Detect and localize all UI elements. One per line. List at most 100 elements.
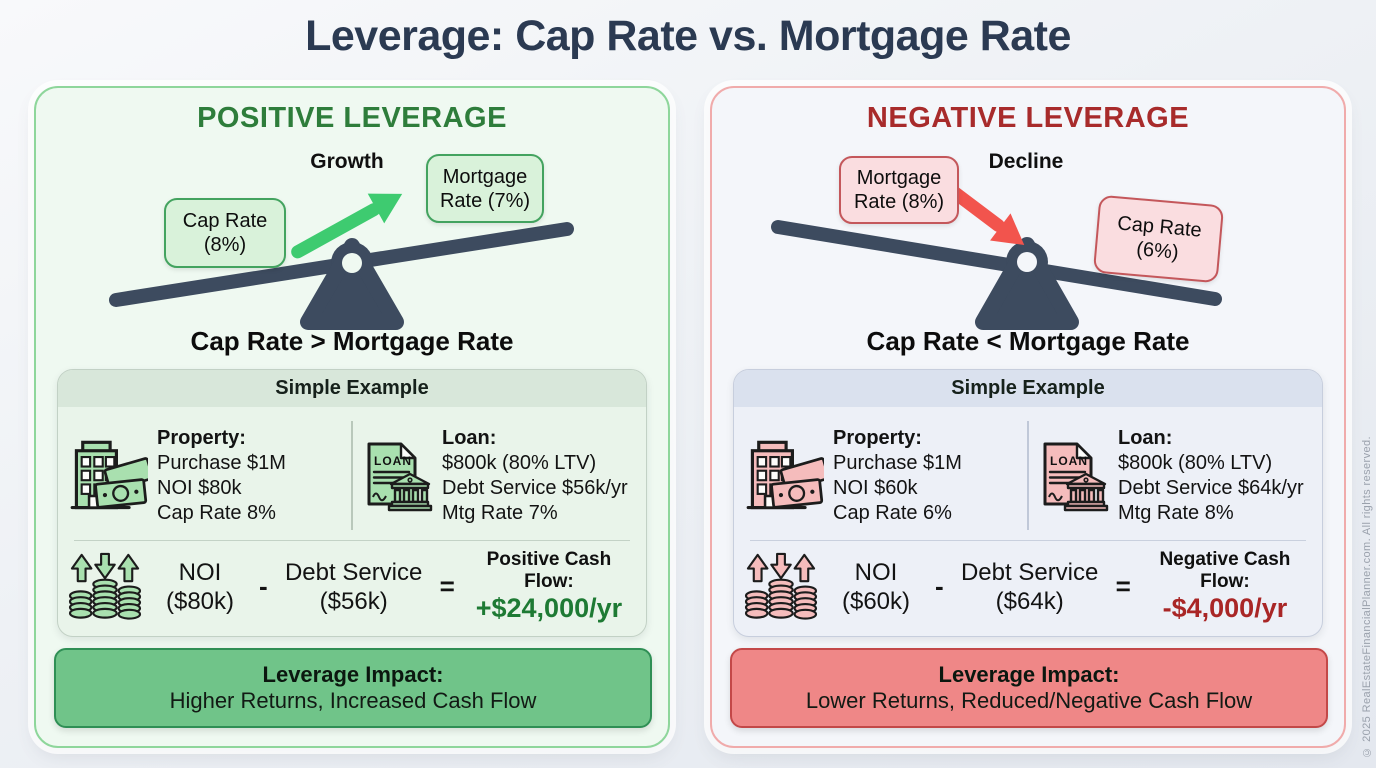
loan-document-icon: LOAN bbox=[367, 442, 433, 511]
loan-title: Loan: bbox=[1118, 426, 1173, 449]
property-line: Purchase $1M bbox=[833, 451, 962, 474]
seesaw-beam bbox=[771, 220, 1222, 306]
cash-flow-formula: NOI ($80k) - Debt Service ($56k) = Posit… bbox=[58, 541, 646, 636]
example-details: Property: Purchase $1M NOI $80k Cap Rate… bbox=[58, 407, 646, 540]
cash-flow-result-value: -$4,000/yr bbox=[1162, 593, 1288, 623]
loan-doc-label: LOAN bbox=[374, 454, 412, 468]
negative-panel-title: NEGATIVE LEVERAGE bbox=[866, 102, 1190, 134]
noi-operand: NOI ($80k) bbox=[148, 558, 252, 616]
cash-flow-result-label: Positive Cash Flow: bbox=[486, 549, 612, 592]
seesaw-fulcrum bbox=[300, 238, 404, 330]
column-divider bbox=[1027, 421, 1029, 530]
property-line: Cap Rate 8% bbox=[157, 501, 276, 524]
loan-line: Mtg Rate 7% bbox=[442, 501, 558, 524]
seesaw-fulcrum-hole bbox=[1017, 252, 1037, 272]
debt-service-operand: Debt Service ($64k) bbox=[951, 558, 1109, 616]
property-title: Property: bbox=[157, 426, 246, 449]
impact-title: Leverage Impact: bbox=[938, 662, 1120, 687]
loan-details: Loan: $800k (80% LTV) Debt Service $56k/… bbox=[442, 426, 628, 526]
cash-flow-result: Positive Cash Flow: +$24,000/yr bbox=[462, 549, 636, 624]
loan-details: Loan: $800k (80% LTV) Debt Service $64k/… bbox=[1118, 426, 1304, 526]
mortgage-rate-value: Rate (8%) bbox=[853, 191, 945, 213]
seesaw-fulcrum-hole bbox=[342, 253, 362, 273]
loan-title: Loan: bbox=[442, 426, 497, 449]
row-divider bbox=[74, 540, 630, 541]
loan-line: Debt Service $56k/yr bbox=[442, 476, 628, 499]
positive-seesaw-graphic bbox=[109, 193, 574, 330]
loan-column: LOAN Loan: $800k (80% LTV) bbox=[1029, 426, 1316, 526]
comparison-statement: Cap Rate < Mortgage Rate bbox=[866, 326, 1190, 356]
cash-flow-result: Negative Cash Flow: -$4,000/yr bbox=[1138, 549, 1312, 624]
cap-rate-box: Cap Rate (8%) bbox=[164, 198, 286, 268]
debt-service-label: Debt Service bbox=[960, 558, 1099, 586]
mortgage-rate-label: Mortgage bbox=[856, 167, 942, 189]
example-card: Simple Example bbox=[57, 369, 647, 637]
positive-leverage-panel: POSITIVE LEVERAGE Cap Rate (8%) Growth M… bbox=[34, 86, 670, 748]
noi-value: ($80k) bbox=[165, 587, 235, 615]
impact-title: Leverage Impact: bbox=[262, 662, 444, 687]
leverage-impact-bar: Leverage Impact: Higher Returns, Increas… bbox=[54, 648, 652, 728]
trend-label: Decline bbox=[988, 150, 1064, 173]
cap-rate-label: Cap Rate bbox=[1116, 212, 1203, 242]
property-column: Property: Purchase $1M NOI $80k Cap Rate… bbox=[64, 426, 351, 526]
example-card: Simple Example bbox=[733, 369, 1323, 637]
debt-service-operand: Debt Service ($56k) bbox=[275, 558, 433, 616]
cash-flow-result-label: Negative Cash Flow: bbox=[1159, 549, 1291, 592]
equals-operator: = bbox=[439, 571, 455, 601]
loan-column: LOAN Loan: $800k (80% LTV) bbox=[353, 426, 640, 526]
example-card-title: Simple Example bbox=[734, 370, 1322, 407]
page-title: Leverage: Cap Rate vs. Mortgage Rate bbox=[305, 12, 1071, 60]
loan-document-icon: LOAN bbox=[1043, 442, 1109, 511]
noi-label: NOI bbox=[854, 558, 898, 586]
property-line: NOI $60k bbox=[833, 476, 918, 499]
leverage-impact-bar: Leverage Impact: Lower Returns, Reduced/… bbox=[730, 648, 1328, 728]
equals-operator: = bbox=[1115, 571, 1131, 601]
cap-rate-label: Cap Rate bbox=[182, 210, 268, 232]
negative-seesaw-graphic bbox=[771, 171, 1222, 330]
seesaw-fulcrum bbox=[975, 237, 1079, 330]
property-column: Property: Purchase $1M NOI $60k Cap Rate… bbox=[740, 426, 1027, 526]
minus-operator: - bbox=[935, 571, 944, 601]
property-details: Property: Purchase $1M NOI $60k Cap Rate… bbox=[833, 426, 962, 526]
debt-service-label: Debt Service bbox=[284, 558, 423, 586]
loan-line: $800k (80% LTV) bbox=[1118, 451, 1273, 474]
noi-value: ($60k) bbox=[841, 587, 911, 615]
example-card-title: Simple Example bbox=[58, 370, 646, 407]
cap-rate-value: (6%) bbox=[1135, 238, 1180, 264]
example-details: Property: Purchase $1M NOI $60k Cap Rate… bbox=[734, 407, 1322, 540]
property-line: NOI $80k bbox=[157, 476, 242, 499]
cap-rate-box: Cap Rate (6%) bbox=[1092, 194, 1225, 284]
growth-arrow-icon bbox=[291, 193, 403, 259]
cap-rate-value: (8%) bbox=[203, 234, 247, 256]
row-divider bbox=[750, 540, 1306, 541]
impact-subtitle: Higher Returns, Increased Cash Flow bbox=[169, 688, 537, 713]
loan-line: Debt Service $64k/yr bbox=[1118, 476, 1304, 499]
trend-label: Growth bbox=[310, 150, 384, 173]
building-money-icon bbox=[70, 440, 148, 509]
loan-doc-label: LOAN bbox=[1050, 454, 1088, 468]
mortgage-rate-label: Mortgage bbox=[442, 165, 528, 188]
coins-arrows-icon bbox=[68, 552, 142, 620]
mortgage-rate-box: Mortgage Rate (8%) bbox=[839, 156, 959, 224]
positive-panel-title: POSITIVE LEVERAGE bbox=[197, 102, 507, 134]
property-line: Purchase $1M bbox=[157, 451, 286, 474]
building-money-icon bbox=[746, 440, 824, 509]
minus-operator: - bbox=[259, 571, 268, 601]
noi-label: NOI bbox=[178, 558, 222, 586]
impact-subtitle: Lower Returns, Reduced/Negative Cash Flo… bbox=[805, 688, 1253, 713]
negative-leverage-panel: NEGATIVE LEVERAGE Mortgage Rate (8%) Dec… bbox=[710, 86, 1346, 748]
debt-service-value: ($56k) bbox=[319, 587, 388, 615]
cash-flow-formula: NOI ($60k) - Debt Service ($64k) = Negat… bbox=[734, 541, 1322, 636]
column-divider bbox=[351, 421, 353, 530]
mortgage-rate-box: Mortgage Rate (7%) bbox=[426, 154, 544, 223]
coins-arrows-icon bbox=[744, 552, 818, 620]
copyright-watermark: © 2025 RealEstateFinancialPlanner.com. A… bbox=[1361, 436, 1373, 758]
mortgage-rate-value: Rate (7%) bbox=[439, 189, 531, 212]
noi-operand: NOI ($60k) bbox=[824, 558, 928, 616]
comparison-statement: Cap Rate > Mortgage Rate bbox=[190, 326, 514, 356]
loan-line: Mtg Rate 8% bbox=[1118, 501, 1234, 524]
cash-flow-result-value: +$24,000/yr bbox=[475, 593, 623, 623]
loan-line: $800k (80% LTV) bbox=[442, 451, 597, 474]
property-title: Property: bbox=[833, 426, 922, 449]
property-line: Cap Rate 6% bbox=[833, 501, 952, 524]
